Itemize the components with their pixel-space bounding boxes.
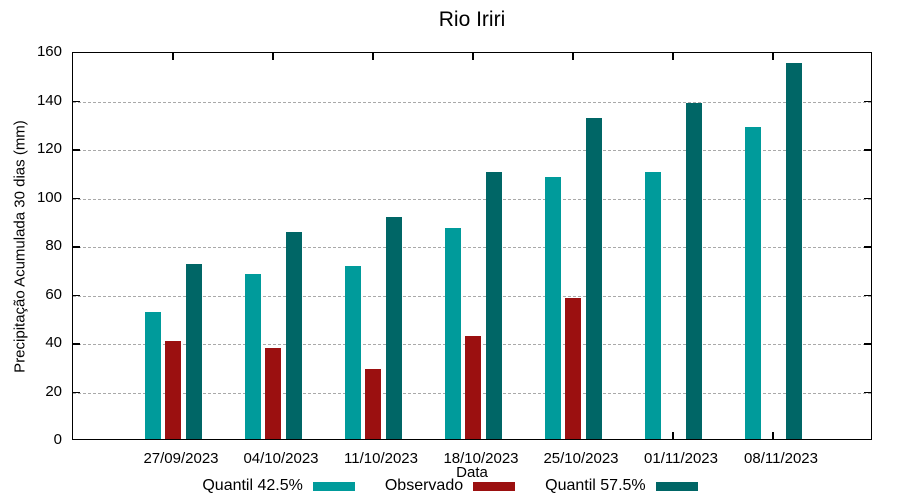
left-y-tick-mark-60 xyxy=(73,294,80,297)
y-tick-label-140: 140 xyxy=(36,91,62,109)
gridline-y60 xyxy=(73,295,871,297)
legend-swatch-quantil-42-5 xyxy=(312,481,355,491)
bar-observado-25-10-2023 xyxy=(565,298,581,439)
x-tick-label-11-10-2023: 11/10/2023 xyxy=(344,450,418,467)
bar-quantil-42-5-08-11-2023 xyxy=(744,127,761,439)
y-tick-label-40: 40 xyxy=(45,334,62,351)
legend-swatch-observado xyxy=(473,481,516,491)
gridline-y120 xyxy=(73,150,871,151)
bar-observado-11-10-2023 xyxy=(365,368,381,439)
left-y-tick-mark-140 xyxy=(73,100,80,103)
top-x-tick-mark-25-10-2023 xyxy=(572,53,574,60)
right-y-tick-mark-60 xyxy=(864,294,871,297)
x-tick-label-08-11-2023: 08/11/2023 xyxy=(744,450,818,467)
legend-label-quantil-57-5: Quantil 57.5% xyxy=(545,477,646,494)
right-y-tick-mark-100 xyxy=(864,197,871,200)
legend-label-observado: Observado xyxy=(384,477,464,494)
chart-title: Rio Iriri xyxy=(438,8,506,31)
bar-quantil-42-5-25-10-2023 xyxy=(544,177,561,439)
left-y-tick-mark-20 xyxy=(73,391,80,394)
bar-quantil-57-5-11-10-2023 xyxy=(385,217,402,439)
right-y-tick-mark-20 xyxy=(864,391,871,394)
y-tick-label-60: 60 xyxy=(45,285,62,303)
plot-area xyxy=(72,52,872,440)
legend-label-quantil-42-5: Quantil 42.5% xyxy=(202,477,303,494)
legend: Quantil 42.5% Observado Quantil 57.5% xyxy=(0,477,900,495)
top-x-tick-mark-27-09-2023 xyxy=(172,53,174,60)
x-tick-label-27-09-2023: 27/09/2023 xyxy=(143,450,219,467)
top-x-tick-mark-18-10-2023 xyxy=(472,53,474,60)
top-x-tick-mark-01-11-2023 xyxy=(672,53,674,60)
top-x-tick-mark-08-11-2023 xyxy=(772,53,774,60)
bottom-x-tick-mark-08-11-2023 xyxy=(772,432,774,439)
top-x-tick-mark-11-10-2023 xyxy=(372,53,374,60)
bar-quantil-57-5-27-09-2023 xyxy=(185,264,202,439)
bar-quantil-42-5-04-10-2023 xyxy=(244,274,261,439)
bar-quantil-42-5-11-10-2023 xyxy=(344,265,361,439)
x-tick-label-25-10-2023: 25/10/2023 xyxy=(543,450,619,467)
y-tick-label-80: 80 xyxy=(45,237,62,254)
y-tick-label-20: 20 xyxy=(45,382,62,400)
gridline-y100 xyxy=(73,198,871,200)
right-y-tick-mark-120 xyxy=(864,149,871,151)
bar-quantil-57-5-08-11-2023 xyxy=(785,63,802,439)
bar-quantil-57-5-04-10-2023 xyxy=(285,231,302,439)
x-axis-label: Data xyxy=(456,464,488,481)
bar-observado-04-10-2023 xyxy=(265,348,281,439)
bar-quantil-57-5-18-10-2023 xyxy=(485,172,502,439)
left-y-tick-mark-120 xyxy=(73,149,80,151)
y-tick-label-120: 120 xyxy=(36,140,62,157)
gridline-y80 xyxy=(73,247,871,248)
left-y-tick-mark-100 xyxy=(73,197,80,200)
y-tick-label-0: 0 xyxy=(53,431,62,448)
x-tick-label-01-11-2023: 01/11/2023 xyxy=(644,450,718,467)
bar-quantil-57-5-01-11-2023 xyxy=(685,103,702,439)
bottom-x-tick-mark-01-11-2023 xyxy=(672,432,674,439)
bar-quantil-42-5-27-09-2023 xyxy=(144,311,161,439)
legend-entry-quantil-42-5: Quantil 42.5% xyxy=(202,477,355,495)
bar-observado-27-09-2023 xyxy=(165,340,181,439)
gridline-y140 xyxy=(73,101,871,103)
legend-entry-observado: Observado xyxy=(384,477,516,495)
bar-quantil-42-5-18-10-2023 xyxy=(444,228,461,439)
legend-entry-quantil-57-5: Quantil 57.5% xyxy=(545,477,698,495)
x-tick-label-18-10-2023: 18/10/2023 xyxy=(443,450,519,467)
right-y-tick-mark-140 xyxy=(864,100,871,103)
bar-observado-18-10-2023 xyxy=(465,335,481,439)
left-y-tick-mark-80 xyxy=(73,246,80,248)
left-y-tick-mark-40 xyxy=(73,343,80,345)
y-tick-label-100: 100 xyxy=(36,188,62,206)
x-tick-label-04-10-2023: 04/10/2023 xyxy=(243,450,319,467)
bar-quantil-57-5-25-10-2023 xyxy=(585,117,602,439)
legend-swatch-quantil-57-5 xyxy=(655,481,698,491)
right-y-tick-mark-80 xyxy=(864,246,871,248)
top-x-tick-mark-04-10-2023 xyxy=(272,53,274,60)
right-y-tick-mark-40 xyxy=(864,343,871,345)
bar-quantil-42-5-01-11-2023 xyxy=(644,172,661,439)
y-tick-label-160: 160 xyxy=(36,43,62,60)
